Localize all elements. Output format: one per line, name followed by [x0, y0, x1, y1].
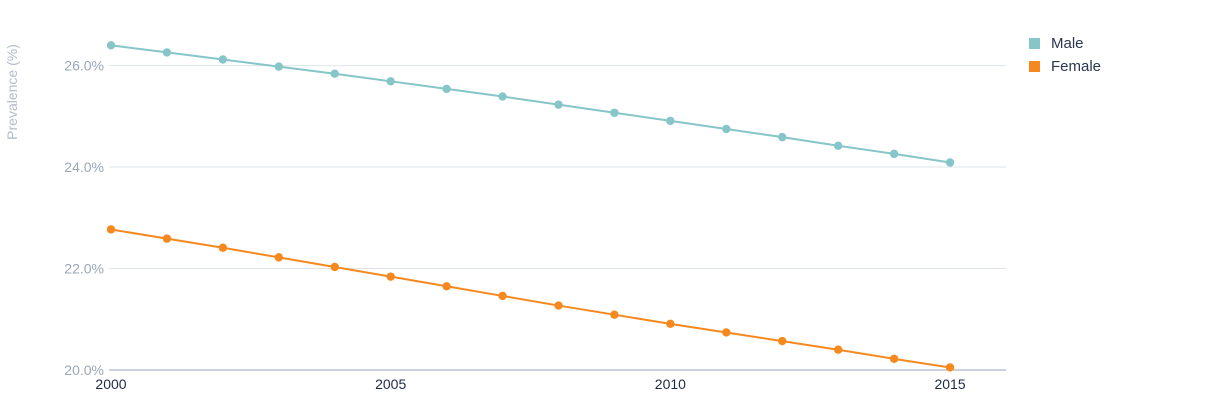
data-point-male[interactable]	[833, 141, 843, 150]
data-point-female[interactable]	[274, 253, 284, 262]
data-point-male[interactable]	[386, 77, 395, 86]
series	[106, 41, 955, 372]
data-point-female[interactable]	[889, 354, 899, 364]
data-point-female[interactable]	[442, 282, 451, 291]
data-point-male[interactable]	[554, 100, 563, 109]
data-point-male[interactable]	[106, 41, 116, 50]
data-point-female[interactable]	[610, 310, 619, 319]
data-point-male[interactable]	[945, 158, 955, 167]
series-line-male	[110, 44, 951, 164]
data-point-male[interactable]	[722, 124, 731, 134]
x-tick-label: 2010	[655, 376, 686, 392]
series-line-female	[110, 228, 951, 369]
y-tick-label: 24.0%	[64, 159, 104, 175]
data-point-male[interactable]	[162, 48, 172, 57]
data-point-female[interactable]	[945, 363, 955, 372]
data-point-female[interactable]	[722, 328, 731, 337]
data-point-female[interactable]	[386, 272, 395, 281]
x-tick-label: 2005	[375, 376, 406, 392]
data-point-female[interactable]	[833, 345, 843, 354]
legend-label-male[interactable]: Male	[1051, 35, 1084, 52]
data-point-male[interactable]	[274, 62, 284, 71]
x-tick-label: 2015	[934, 376, 965, 392]
data-point-male[interactable]	[330, 69, 339, 78]
data-point-female[interactable]	[330, 262, 339, 272]
y-tick-label: 20.0%	[64, 362, 104, 378]
data-point-male[interactable]	[442, 84, 451, 94]
legend-label-female[interactable]: Female	[1051, 58, 1101, 75]
data-point-female[interactable]	[162, 234, 172, 243]
grid-lines	[109, 65, 1006, 371]
legend-swatch-female[interactable]	[1029, 61, 1040, 72]
y-tick-label: 26.0%	[64, 58, 104, 74]
data-point-male[interactable]	[610, 108, 619, 117]
data-point-male[interactable]	[498, 92, 507, 101]
legend-swatch-male[interactable]	[1029, 38, 1040, 49]
data-point-female[interactable]	[554, 301, 563, 310]
data-point-female[interactable]	[498, 291, 507, 301]
data-point-male[interactable]	[666, 116, 675, 126]
axes: 20.0% 22.0% 24.0% 26.0% 2000 2005 2010 2015	[64, 58, 966, 392]
data-point-female[interactable]	[778, 336, 787, 346]
legend: Male Female	[1029, 35, 1101, 75]
data-point-female[interactable]	[106, 225, 116, 234]
data-point-male[interactable]	[778, 132, 787, 142]
y-tick-label: 22.0%	[64, 261, 104, 277]
y-axis-label: Prevalence (%)	[4, 44, 20, 140]
x-tick-label: 2000	[95, 376, 126, 392]
data-point-male[interactable]	[218, 55, 228, 64]
data-point-female[interactable]	[666, 319, 675, 329]
data-point-female[interactable]	[218, 243, 228, 252]
data-point-male[interactable]	[889, 149, 899, 159]
